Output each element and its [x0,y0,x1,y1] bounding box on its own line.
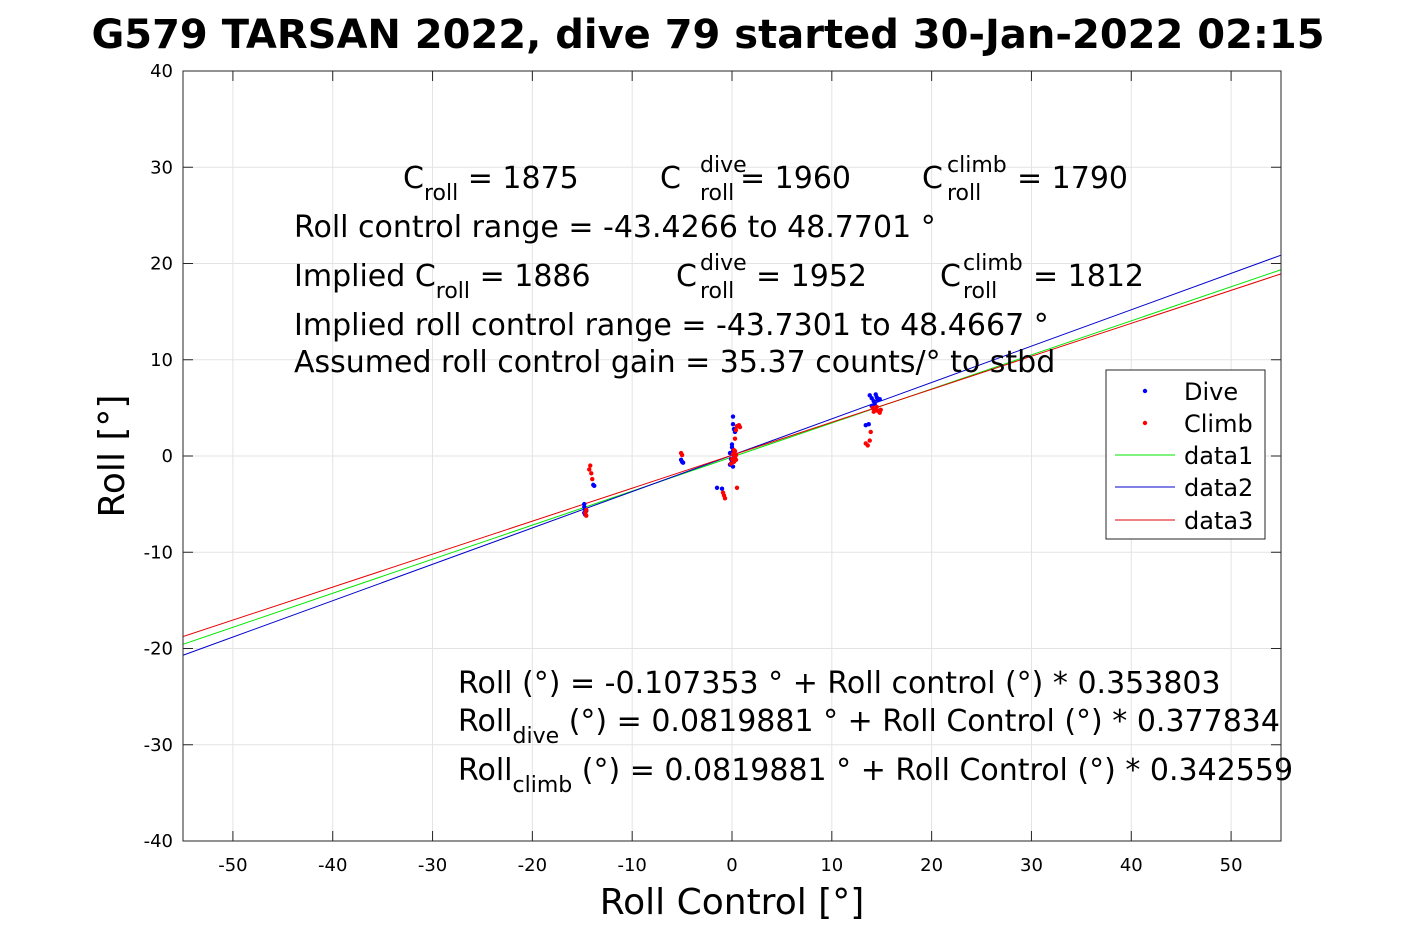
legend-label-data1: data1 [1184,442,1253,470]
legend-label-data2: data2 [1184,474,1253,502]
point-dive [592,483,597,489]
x-tick-label: 30 [1020,855,1043,876]
equation-dive: Rolldive (°) = 0.0819881 ° + Roll Contro… [458,704,1280,749]
y-tick-label: -30 [144,735,173,756]
point-dive [714,485,720,490]
point-climb [732,436,738,441]
point-dive [873,392,878,397]
x-tick-label: 20 [920,855,943,876]
point-climb [868,429,873,435]
x-tick-label: 0 [726,855,737,876]
legend-label-dive: Dive [1184,378,1238,406]
y-tick-label: -10 [144,542,173,563]
implied-c-roll: Implied Croll = 1886 [294,259,591,304]
roll-control-gain: Assumed roll control gain = 35.37 counts… [294,345,1055,380]
implied-c-climb-sup: climb [963,251,1023,276]
y-axis-label: Roll [°] [92,395,133,518]
x-tick-label: -20 [518,855,547,876]
point-climb [728,461,734,466]
point-climb [878,407,883,412]
implied-c-climb-val: = 1812 [1033,259,1144,294]
y-tick-label: 40 [150,61,173,82]
legend-label-climb: Climb [1184,410,1253,438]
chart-title: G579 TARSAN 2022, dive 79 started 30-Jan… [91,12,1324,58]
axis-ticks: -50 -40 -30 -20 -10 0 10 20 30 40 50 -40 -30 -20 -10 0 1… [144,61,1281,876]
c-climb-val: = 1790 [1017,161,1128,196]
equation-climb: Rollclimb (°) = 0.0819881 ° + Roll Contr… [458,753,1293,798]
data-points [582,392,883,518]
legend-label-data3: data3 [1184,507,1253,535]
y-tick-label: 0 [162,446,173,467]
y-tick-label: 20 [150,254,173,275]
point-climb [733,452,739,458]
point-dive [866,422,871,427]
point-climb [733,427,739,433]
x-tick-label: -50 [218,855,247,876]
x-tick-label: -30 [418,855,447,876]
annotation-bottom: Roll (°) = -0.107353 ° + Roll control (°… [458,666,1293,798]
x-tick-label: 10 [820,855,843,876]
point-climb [733,457,739,463]
c-climb-sup: climb [947,153,1007,178]
y-tick-label: -20 [144,639,173,660]
implied-c-climb-sub: roll [963,279,997,304]
point-climb [870,405,875,411]
point-dive [680,460,686,465]
implied-c-dive-val: = 1952 [756,259,867,294]
c-climb-base: C [922,161,943,196]
c-dive-sup: dive [700,153,747,178]
implied-c-dive-sup: dive [700,251,747,276]
equation-all: Roll (°) = -0.107353 ° + Roll control (°… [458,666,1221,701]
point-climb [732,448,738,454]
implied-c-dive-base: C [676,259,697,294]
point-climb [587,467,592,472]
implied-c-dive-sub: roll [700,279,734,304]
point-climb [865,443,870,448]
annotation-top: Croll = 1875 C dive roll = 1960 C climb … [294,153,1144,380]
c-dive-sub: roll [700,181,734,206]
implied-roll-control-range: Implied roll control range = -43.7301 to… [294,308,1049,343]
c-roll-values-line: Croll = 1875 [403,161,579,206]
x-tick-label: -10 [617,855,646,876]
legend: Dive Climb data1 data2 data3 [1105,369,1266,540]
point-climb [737,424,743,430]
point-dive [729,442,735,447]
point-climb [588,463,593,468]
point-climb [874,404,879,410]
x-tick-label: 40 [1120,855,1143,876]
point-climb [679,452,685,458]
point-climb [590,476,595,482]
x-tick-label: -40 [318,855,347,876]
y-tick-label: -40 [144,831,173,852]
point-dive [719,486,725,491]
point-dive [877,397,882,402]
x-tick-label: 50 [1220,855,1243,876]
point-climb [589,471,594,476]
point-climb [734,485,740,490]
point-dive [730,414,736,419]
roll-control-range: Roll control range = -43.4266 to 48.7701… [294,210,936,245]
x-axis-label: Roll Control [°] [600,882,865,923]
y-tick-label: 30 [150,157,173,178]
c-climb-sub: roll [947,181,981,206]
legend-marker-dive [1142,388,1148,394]
point-climb [867,438,872,443]
point-climb [722,496,728,501]
implied-c-climb-base: C [940,259,961,294]
point-dive [730,422,736,427]
legend-marker-climb [1142,420,1148,426]
c-dive-values: C [660,161,681,196]
point-climb [584,513,589,518]
c-dive-val: = 1960 [740,161,851,196]
y-tick-label: 10 [150,350,173,371]
